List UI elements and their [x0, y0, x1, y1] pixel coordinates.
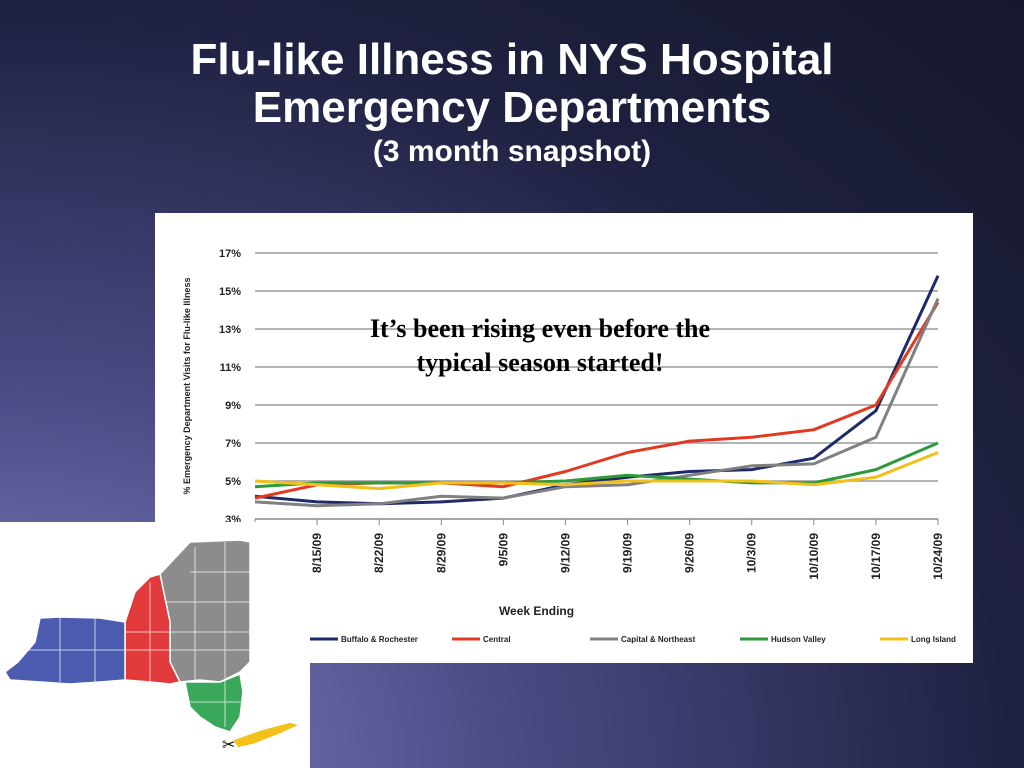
- series-line: [254, 297, 940, 508]
- x-tick-label: 9/26/09: [683, 533, 697, 573]
- x-tick-label: 9/19/09: [621, 533, 635, 573]
- x-tick-label: 10/3/09: [745, 533, 759, 573]
- series-line: [254, 275, 940, 506]
- chart-annotation: It’s been rising even before the typical…: [300, 312, 780, 380]
- y-tick-label: 17%: [219, 248, 241, 260]
- nyc-scissors-icon: ✂: [222, 735, 235, 754]
- annotation-line-2: typical season started!: [416, 348, 664, 377]
- y-tick-label: 5%: [225, 476, 241, 488]
- x-tick-label: 9/5/09: [496, 533, 510, 567]
- y-tick-label: 11%: [220, 362, 242, 374]
- series-line: [254, 451, 939, 491]
- nys-map-graphic: ✂: [4, 539, 303, 754]
- legend-label: Hudson Valley: [771, 635, 826, 644]
- legend-label: Long Island: [911, 635, 956, 644]
- x-tick-label: 10/10/09: [807, 533, 821, 580]
- x-tick-label: 9/12/09: [558, 533, 572, 573]
- legend-label: Buffalo & Rochester: [341, 635, 418, 644]
- x-tick-label: 10/17/09: [869, 533, 883, 580]
- nys-region-map: ✂: [0, 522, 310, 768]
- x-axis-label: Week Ending: [499, 604, 574, 618]
- y-tick-label: 9%: [225, 400, 241, 412]
- title-line-1: Flu-like Illness in NYS Hospital: [190, 35, 834, 84]
- y-tick-label: 7%: [225, 438, 241, 450]
- y-axis-label: % Emergency Department Visits for Flu-li…: [182, 278, 192, 495]
- slide-title: Flu-like Illness in NYS Hospital Emergen…: [0, 36, 1024, 170]
- map-region-hudson-valley: [184, 672, 244, 733]
- title-line-2: Emergency Departments: [252, 83, 772, 132]
- map-region-long-island: [230, 721, 303, 749]
- line-chart: 3%5%7%9%11%13%15%17%8/15/09 8/22/09 8/29/0…: [182, 248, 956, 644]
- map-region-capital-northeast: [159, 539, 251, 683]
- y-tick-label: 15%: [219, 286, 241, 298]
- legend-label: Central: [483, 635, 511, 644]
- county-borders: [10, 542, 250, 727]
- x-tick-label: 8/22/09: [372, 533, 386, 573]
- y-tick-label: 13%: [219, 324, 241, 336]
- subtitle: (3 month snapshot): [372, 135, 652, 168]
- legend-label: Capital & Northeast: [621, 635, 696, 644]
- series-line: [254, 441, 939, 489]
- annotation-line-1: It’s been rising even before the: [369, 314, 711, 343]
- x-tick-label: 10/24/09: [931, 533, 945, 580]
- x-tick-label: 8/15/09: [310, 533, 324, 573]
- x-tick-label: 8/29/09: [434, 533, 448, 573]
